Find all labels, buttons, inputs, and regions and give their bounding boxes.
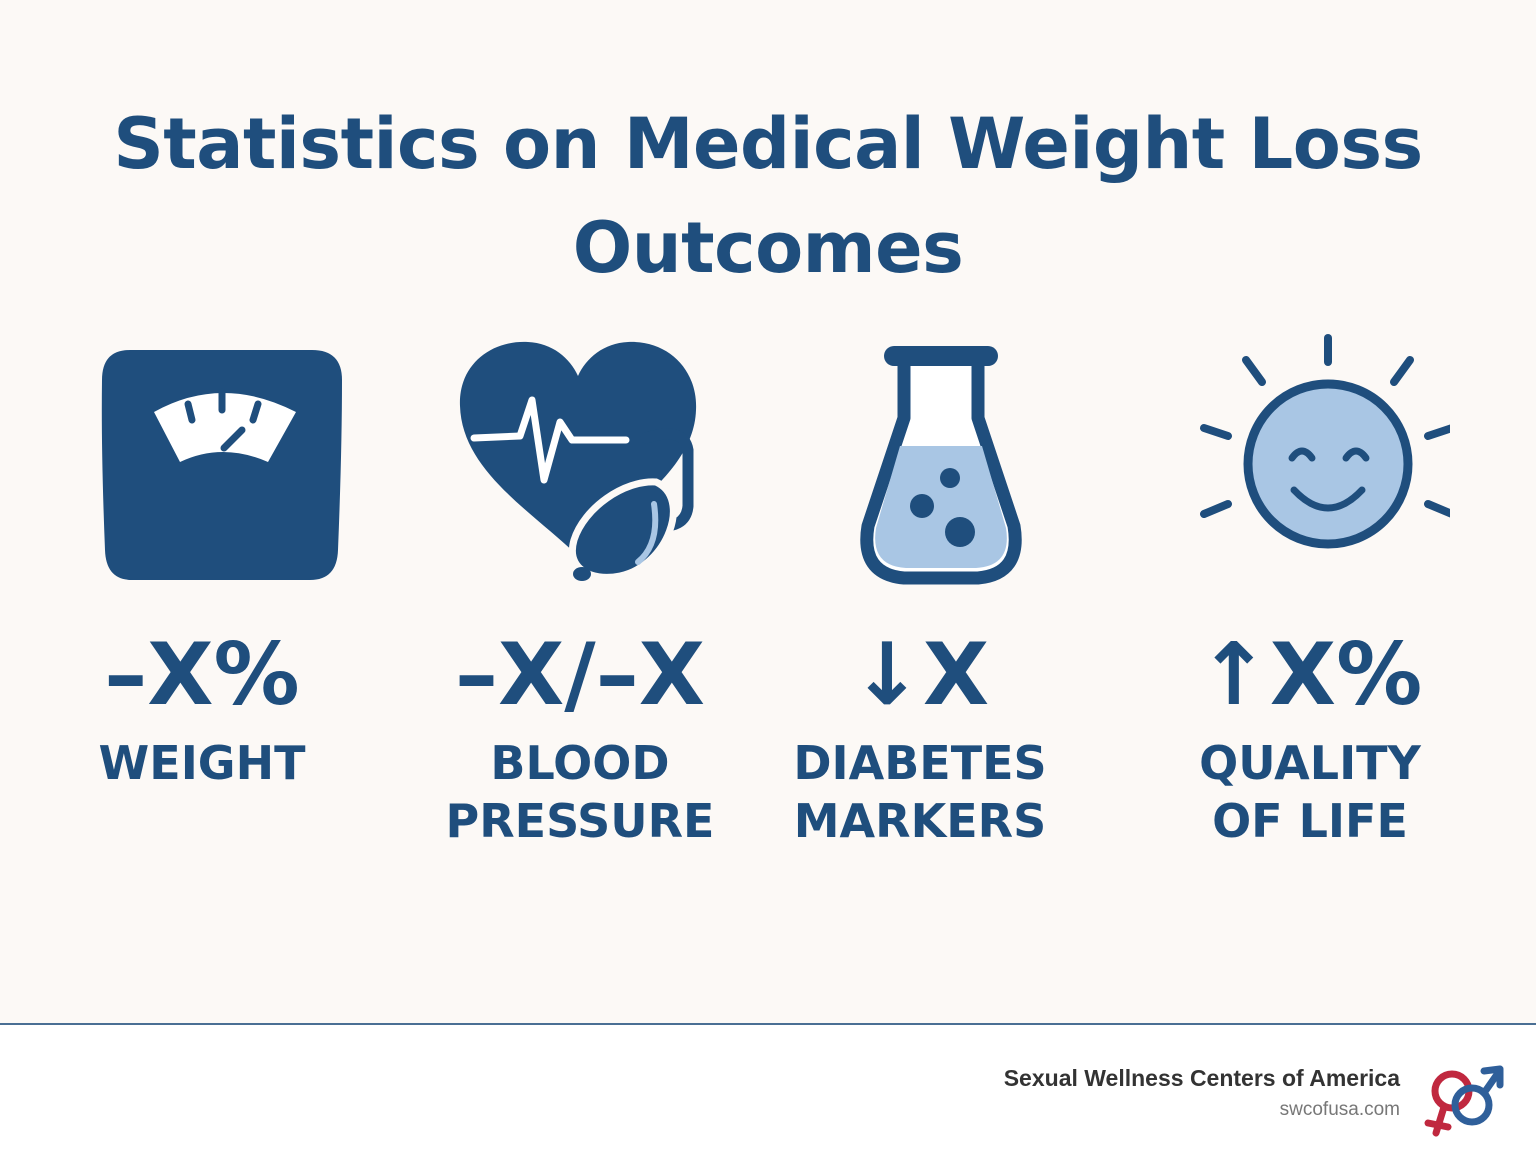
stat-label: WEIGHT	[98, 736, 306, 790]
stat-label: DIABETES MARKERS	[793, 736, 1047, 848]
brand-url: swcofusa.com	[1279, 1099, 1400, 1120]
title-line-2: Outcomes	[572, 207, 964, 289]
stat-value: ↑X%	[1197, 625, 1423, 725]
brand-name: Sexual Wellness Centers of America	[1003, 1065, 1400, 1091]
gender-symbols-logo-icon	[1424, 1065, 1504, 1137]
stat-weight: –X% WEIGHT	[42, 330, 362, 790]
heart-blood-pressure-icon	[459, 341, 697, 581]
stat-blood-pressure: –X/–X BLOOD PRESSURE	[420, 330, 740, 848]
stat-label: BLOOD PRESSURE	[445, 736, 715, 848]
footer: Sexual Wellness Centers of America swcof…	[0, 1025, 1536, 1154]
smiling-sun-icon	[1200, 334, 1450, 549]
flask-icon	[860, 346, 1022, 585]
stat-value: –X%	[104, 625, 300, 725]
stat-diabetes-markers: ↓X DIABETES MARKERS	[760, 330, 1080, 848]
stat-label: QUALITY OF LIFE	[1199, 736, 1421, 848]
stat-quality-of-life: ↑X% QUALITY OF LIFE	[1150, 330, 1470, 848]
stat-value: –X/–X	[454, 625, 706, 725]
scale-icon	[101, 350, 342, 580]
stat-value: ↓X	[850, 625, 990, 725]
title-line-1: Statistics on Medical Weight Loss	[113, 103, 1423, 185]
footer-divider	[0, 1023, 1536, 1025]
page-title: Statistics on Medical Weight Loss Outcom…	[0, 92, 1536, 300]
